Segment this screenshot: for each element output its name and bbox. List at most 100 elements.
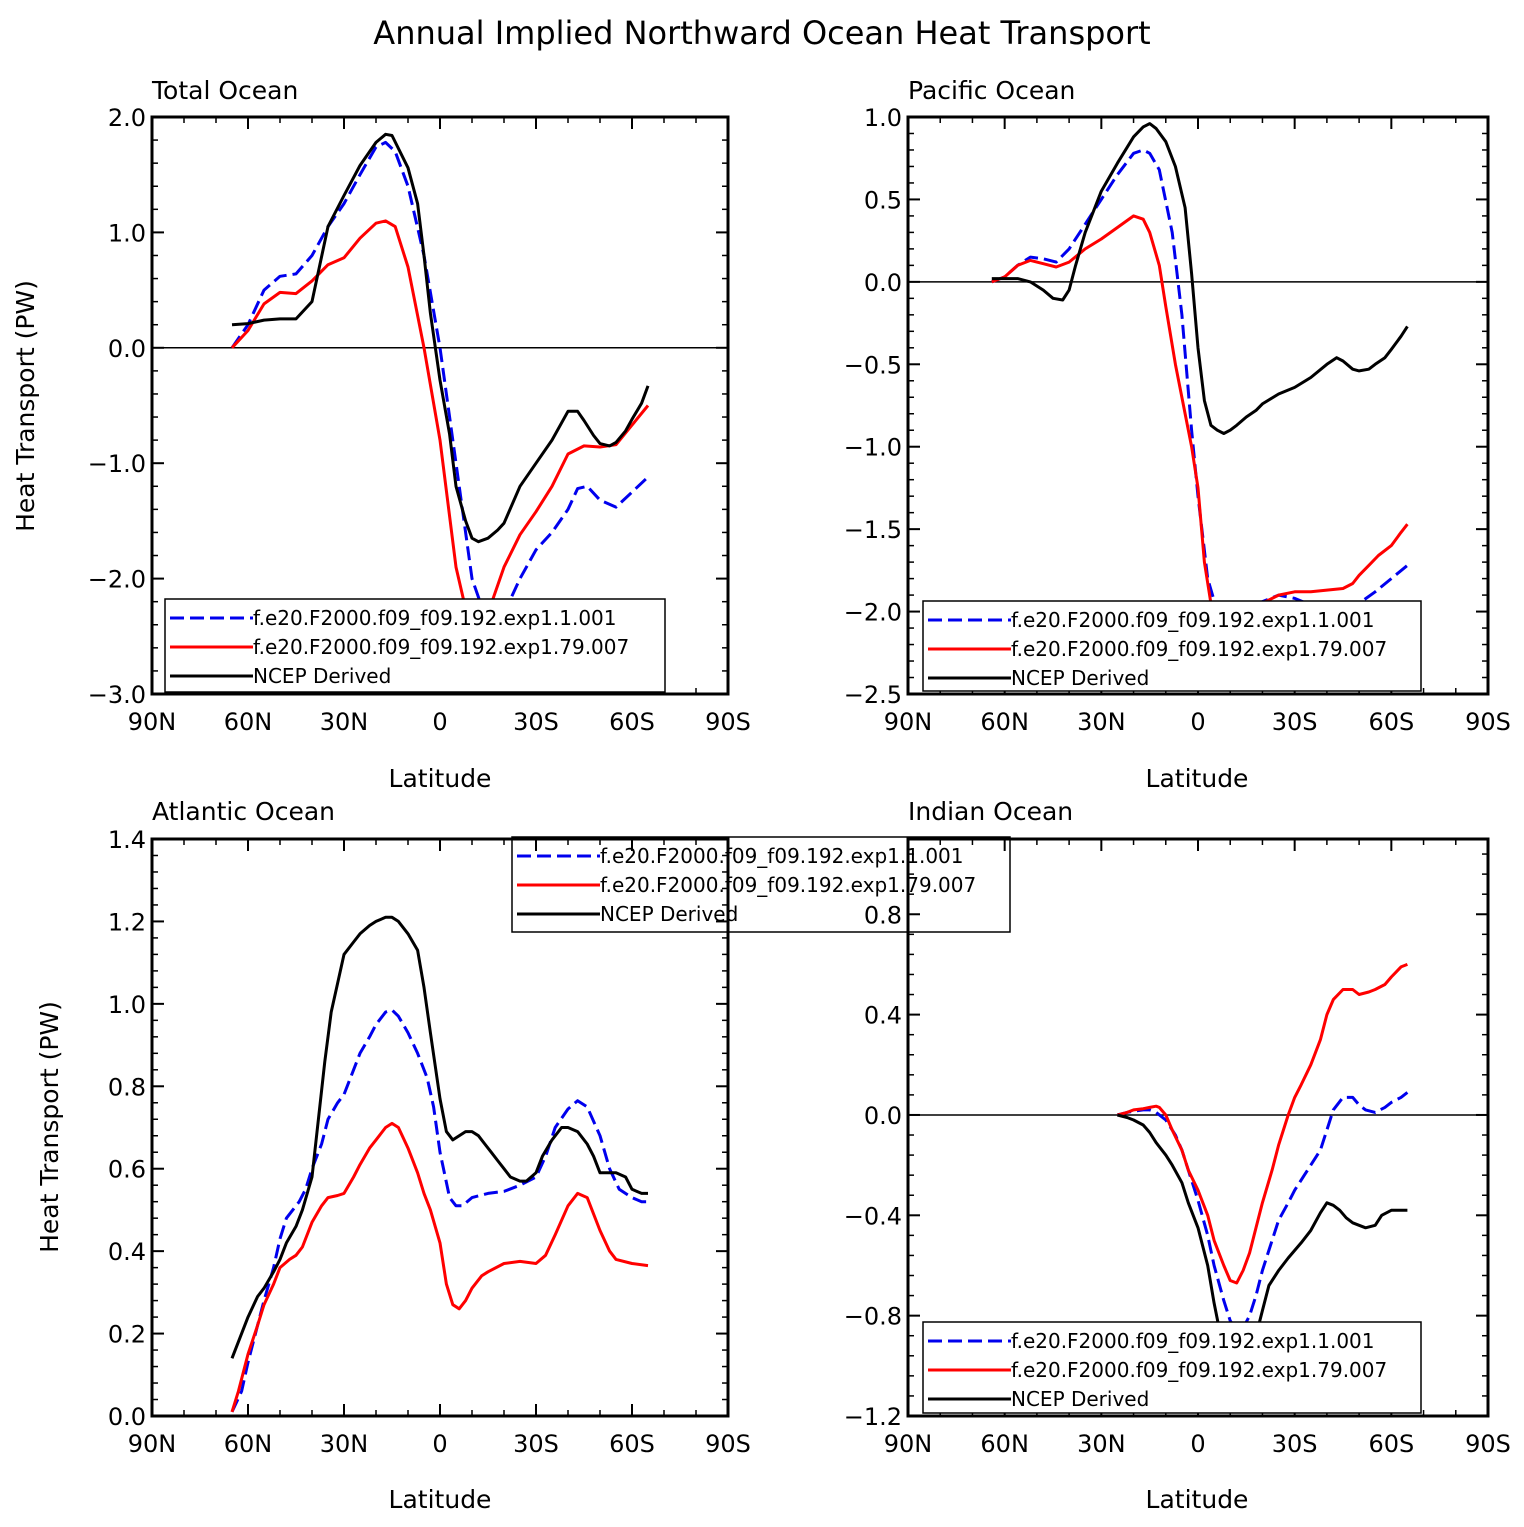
x-tick-label: 90S (1465, 1430, 1511, 1458)
legend-label: f.e20.F2000.f09_f09.192.exp1.79.007 (1011, 637, 1387, 661)
y-tick-label: 2.0 (108, 104, 146, 132)
series-line (1117, 1091, 1409, 1333)
series-line (991, 214, 1409, 646)
y-axis-title: Heat Transport (PW) (35, 1001, 64, 1253)
legend: f.e20.F2000.f09_f09.192.exp1.1.001 f.e20.… (922, 1321, 1422, 1414)
x-tick-label: 90N (884, 708, 933, 736)
y-tick-label: −0.5 (844, 351, 902, 379)
x-tick-label: 0 (432, 708, 447, 736)
panel-indian-ocean: Indian Ocean Latitude 90N 60N 30N 0 30S 60S 90… (844, 797, 1511, 1514)
y-tick-label: 1.4 (108, 826, 146, 854)
y-tick-label: −2.0 (844, 599, 902, 627)
legend-label: f.e20.F2000.f09_f09.192.exp1.1.001 (600, 844, 964, 868)
y-tick-label: −3.0 (88, 681, 146, 709)
series-line (230, 915, 648, 1359)
x-tick-label: 0 (1190, 708, 1205, 736)
x-tick-label: 90N (884, 1430, 933, 1458)
x-axis-title: Latitude (389, 1485, 492, 1514)
legend-label: NCEP Derived (600, 902, 738, 926)
series-line (231, 132, 650, 544)
x-tick-label: 0 (1190, 1430, 1205, 1458)
y-tick-label: −1.2 (844, 1403, 902, 1431)
x-tick-label: 30S (1272, 708, 1318, 736)
x-tick-label: 30N (1077, 708, 1126, 736)
y-axis-title: Heat Transport (PW) (11, 280, 40, 532)
legend-label: NCEP Derived (253, 664, 391, 688)
panel-title: Atlantic Ocean (152, 797, 335, 826)
series-line (991, 122, 1409, 435)
x-tick-label: 60S (609, 708, 655, 736)
x-tick-label: 90N (128, 708, 177, 736)
y-tick-label: 0.0 (864, 1102, 902, 1130)
x-tick-label: 90S (705, 1430, 751, 1458)
x-tick-label: 30S (513, 708, 559, 736)
x-tick-label: 30S (1272, 1430, 1318, 1458)
x-tick-label: 60S (1368, 708, 1414, 736)
legend: f.e20.F2000.f09_f09.192.exp1.1.001 f.e20.… (511, 836, 1011, 933)
legend: f.e20.F2000.f09_f09.192.exp1.1.001 f.e20.… (164, 598, 666, 693)
y-tick-label: −0.8 (844, 1303, 902, 1331)
y-tick-label: 0.0 (108, 1403, 146, 1431)
y-tick-label: 0.4 (108, 1238, 146, 1266)
x-tick-label: 90N (128, 1430, 177, 1458)
plot-frame (906, 115, 1490, 696)
y-tick-label: −2.5 (844, 681, 902, 709)
y-tick-label: −0.4 (844, 1202, 902, 1230)
x-axis-title: Latitude (389, 764, 492, 793)
panel-title: Total Ocean (151, 76, 298, 105)
series-line (230, 1121, 649, 1413)
y-tick-label: 0.0 (108, 335, 146, 363)
x-tick-label: 60S (1368, 1430, 1414, 1458)
y-tick-label: 1.0 (108, 991, 146, 1019)
x-axis-title: Latitude (1146, 1485, 1249, 1514)
y-tick-label: 1.0 (108, 219, 146, 247)
x-tick-label: 90S (1465, 708, 1511, 736)
x-tick-label: 30N (320, 708, 369, 736)
x-tick-label: 60S (609, 1430, 655, 1458)
y-tick-label: 0.8 (864, 901, 902, 929)
legend-label: f.e20.F2000.f09_f09.192.exp1.1.001 (1011, 608, 1375, 632)
y-tick-label: 0.6 (108, 1156, 146, 1184)
legend: f.e20.F2000.f09_f09.192.exp1.1.001 f.e20.… (922, 600, 1422, 692)
y-tick-label: 0.4 (864, 1002, 902, 1030)
x-tick-label: 30N (1077, 1430, 1126, 1458)
series-line (230, 219, 650, 644)
series-line (230, 140, 650, 627)
legend-label: NCEP Derived (1011, 666, 1149, 690)
legend-box (922, 600, 1422, 692)
plot-frame (150, 837, 730, 1418)
y-tick-label: 1.2 (108, 908, 146, 936)
panel-total-ocean: Total Ocean Latitude Heat Transport (PW)… (11, 76, 751, 793)
series-line (230, 1008, 648, 1413)
panel-atlantic-ocean: Atlantic Ocean Latitude Heat Transport (… (35, 797, 1011, 1514)
y-tick-label: 0.5 (864, 186, 902, 214)
legend-label: NCEP Derived (1011, 1387, 1149, 1411)
x-axis-title: Latitude (1146, 764, 1249, 793)
legend-box (511, 836, 1011, 933)
x-tick-label: 60N (224, 1430, 273, 1458)
y-tick-label: 0.2 (108, 1321, 146, 1349)
y-tick-label: −1.5 (844, 516, 902, 544)
y-tick-label: −1.0 (844, 434, 902, 462)
legend-label: f.e20.F2000.f09_f09.192.exp1.1.001 (1011, 1329, 1375, 1353)
y-tick-label: 0.8 (108, 1073, 146, 1101)
y-tick-label: 0.0 (864, 269, 902, 297)
y-tick-label: −1.0 (88, 450, 146, 478)
x-tick-label: 60N (980, 1430, 1029, 1458)
x-tick-label: 60N (224, 708, 273, 736)
x-tick-label: 90S (705, 708, 751, 736)
legend-label: f.e20.F2000.f09_f09.192.exp1.79.007 (253, 635, 629, 659)
legend-label: f.e20.F2000.f09_f09.192.exp1.1.001 (253, 606, 617, 630)
figure-title: Annual Implied Northward Ocean Heat Tran… (373, 14, 1150, 52)
legend-label: f.e20.F2000.f09_f09.192.exp1.79.007 (600, 873, 976, 897)
x-tick-label: 0 (432, 1430, 447, 1458)
y-tick-label: −2.0 (88, 566, 146, 594)
x-tick-label: 30N (320, 1430, 369, 1458)
series-line (1117, 963, 1408, 1285)
legend-label: f.e20.F2000.f09_f09.192.exp1.79.007 (1011, 1358, 1387, 1382)
panel-title: Indian Ocean (908, 797, 1073, 826)
panel-pacific-ocean: Pacific Ocean Latitude 90N 60N 30N 0 30S 60S 9… (844, 76, 1511, 793)
plot-frame (906, 837, 1490, 1418)
